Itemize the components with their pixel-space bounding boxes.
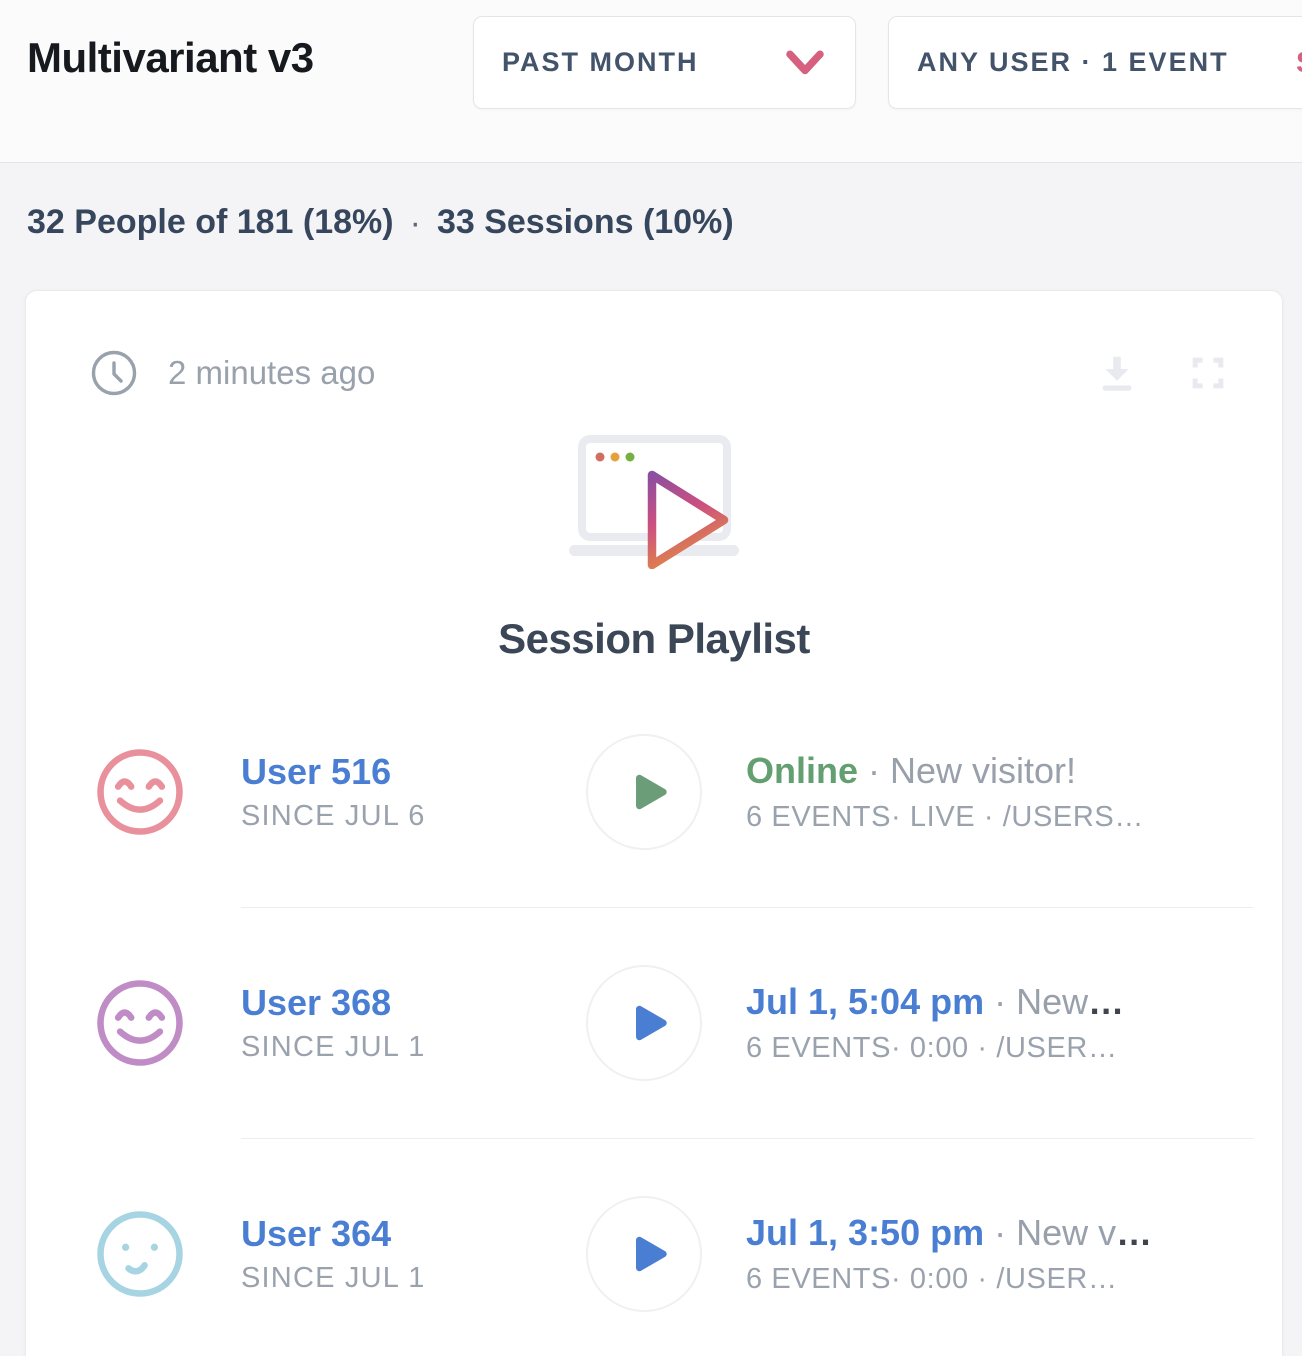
clock-icon xyxy=(91,350,137,396)
header: Multivariant v3 PAST MONTH ANY USER · 1 … xyxy=(0,0,1302,163)
user-info: User 516 SINCE JUL 6 xyxy=(241,751,586,833)
last-updated-text: 2 minutes ago xyxy=(168,354,376,391)
user-info: User 368 SINCE JUL 1 xyxy=(241,982,586,1064)
play-icon xyxy=(636,774,667,810)
fullscreen-icon[interactable] xyxy=(1186,351,1230,395)
user-since: SINCE JUL 6 xyxy=(241,800,426,832)
session-meta: 6 EVENTS· 0:00 · /USER… xyxy=(746,1032,1118,1064)
session-list: User 516 SINCE JUL 6 Online · New visito… xyxy=(26,677,1282,1356)
chevron-down-icon xyxy=(786,50,824,74)
session-status-line: Jul 1, 3:50 pm · New v… xyxy=(746,1212,1152,1254)
download-icon[interactable] xyxy=(1094,350,1140,396)
session-note: · New xyxy=(994,981,1089,1022)
user-since: SINCE JUL 1 xyxy=(241,1031,426,1063)
smiley-avatar xyxy=(94,746,186,838)
play-icon xyxy=(636,1236,667,1272)
page-title: Multivariant v3 xyxy=(27,34,314,81)
session-meta: 6 EVENTS· 0:00 · /USER… xyxy=(746,1263,1118,1295)
people-stat: 32 People of 181 (18%) xyxy=(27,203,394,241)
playlist-title: Session Playlist xyxy=(498,615,810,662)
row-divider xyxy=(241,907,1253,908)
session-note-ellipsis: … xyxy=(1116,1212,1153,1253)
session-row: User 368 SINCE JUL 1 Jul 1, 5:04 pm · Ne… xyxy=(26,908,1282,1138)
session-status-line: Jul 1, 5:04 pm · New … xyxy=(746,981,1124,1023)
session-row: User 364 SINCE JUL 1 Jul 1, 3:50 pm · Ne… xyxy=(26,1139,1282,1356)
user-link[interactable]: User 516 xyxy=(241,751,392,792)
user-since: SINCE JUL 1 xyxy=(241,1262,426,1294)
stat-separator: · xyxy=(409,204,421,242)
clipped-save-button[interactable]: S xyxy=(1296,47,1302,80)
segment-filter-button[interactable]: ANY USER · 1 EVENT xyxy=(888,16,1302,109)
play-session-button[interactable] xyxy=(586,1196,702,1312)
session-status-line: Online · New visitor! xyxy=(746,750,1144,792)
session-info: Jul 1, 5:04 pm · New … 6 EVENTS· 0:00 · … xyxy=(746,981,1124,1065)
session-playlist-illustration xyxy=(26,419,1282,569)
monitor-play-icon xyxy=(569,435,739,569)
date-range-button[interactable]: PAST MONTH xyxy=(473,16,856,109)
play-session-button[interactable] xyxy=(586,965,702,1081)
session-status-link[interactable]: Online xyxy=(746,750,859,791)
date-range-label: PAST MONTH xyxy=(502,47,699,77)
session-note: · New v xyxy=(994,1212,1117,1253)
row-divider xyxy=(241,1138,1253,1139)
session-playlist-card: 2 minutes ago Ses xyxy=(25,290,1283,1356)
session-status-link[interactable]: Jul 1, 3:50 pm xyxy=(746,1212,985,1253)
funnel-stats: 32 People of 181 (18%) · 33 Sessions (10… xyxy=(0,163,1302,290)
play-icon xyxy=(636,1005,667,1041)
session-note: · New visitor! xyxy=(868,750,1077,791)
session-info: Online · New visitor! 6 EVENTS· LIVE · /… xyxy=(746,750,1144,834)
card-toolbar: 2 minutes ago xyxy=(26,291,1282,397)
user-info: User 364 SINCE JUL 1 xyxy=(241,1213,586,1295)
smiley-avatar xyxy=(94,1208,186,1300)
session-status-link[interactable]: Jul 1, 5:04 pm xyxy=(746,981,985,1022)
session-meta: 6 EVENTS· LIVE · /USERS… xyxy=(746,801,1144,833)
play-session-button[interactable] xyxy=(586,734,702,850)
session-note-ellipsis: … xyxy=(1088,981,1125,1022)
session-row: User 516 SINCE JUL 6 Online · New visito… xyxy=(26,677,1282,907)
session-info: Jul 1, 3:50 pm · New v… 6 EVENTS· 0:00 ·… xyxy=(746,1212,1152,1296)
user-link[interactable]: User 364 xyxy=(241,1213,392,1254)
smiley-avatar xyxy=(94,977,186,1069)
sessions-stat: 33 Sessions (10%) xyxy=(436,203,734,241)
user-link[interactable]: User 368 xyxy=(241,982,392,1023)
segment-filter-label: ANY USER · 1 EVENT xyxy=(917,47,1229,77)
